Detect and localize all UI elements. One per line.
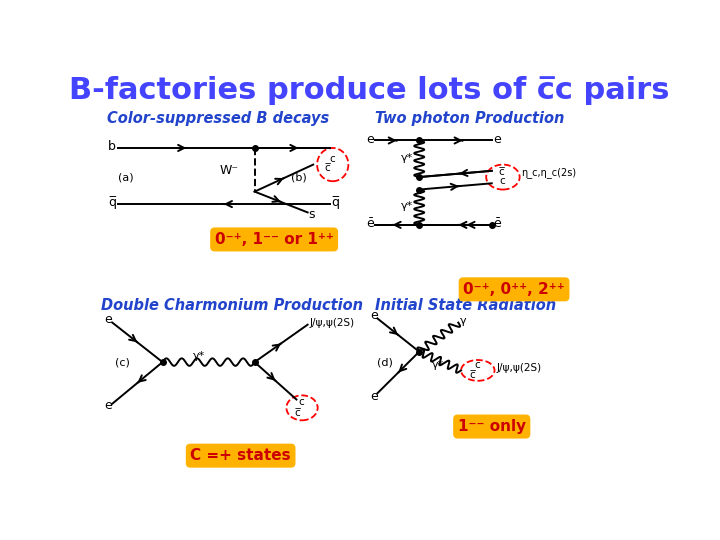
Text: ē: ē	[366, 217, 374, 230]
Text: c: c	[499, 176, 505, 186]
Text: B-factories produce lots of c̅c pairs: B-factories produce lots of c̅c pairs	[68, 77, 670, 105]
Text: c: c	[474, 360, 480, 370]
Text: Initial State Radiation: Initial State Radiation	[374, 299, 556, 313]
Text: ē: ē	[493, 217, 500, 230]
Text: (a): (a)	[118, 172, 133, 182]
Text: η_c,η_c(2s): η_c,η_c(2s)	[521, 167, 577, 178]
Text: q̅: q̅	[331, 197, 339, 210]
Text: c̅: c̅	[294, 408, 300, 418]
Text: 1⁻⁻ only: 1⁻⁻ only	[458, 419, 526, 434]
Text: c̅: c̅	[470, 369, 476, 380]
Text: γ: γ	[459, 316, 466, 326]
Text: e: e	[366, 133, 374, 146]
Text: J/ψ,ψ(2S): J/ψ,ψ(2S)	[496, 363, 541, 373]
Text: 0⁻⁺, 0⁺⁺, 2⁺⁺: 0⁻⁺, 0⁺⁺, 2⁺⁺	[463, 282, 565, 297]
Text: γ*: γ*	[401, 152, 413, 163]
Text: c̅: c̅	[325, 163, 330, 173]
Text: e: e	[104, 399, 112, 412]
Text: J/ψ,ψ(2S): J/ψ,ψ(2S)	[310, 319, 354, 328]
Text: W⁻: W⁻	[220, 164, 238, 177]
Text: (c): (c)	[115, 357, 130, 367]
Text: s: s	[309, 208, 315, 221]
Text: Color-suppressed B decays: Color-suppressed B decays	[107, 111, 329, 126]
Text: Two photon Production: Two photon Production	[374, 111, 564, 126]
Text: γ*: γ*	[193, 351, 205, 361]
Text: c̅: c̅	[499, 167, 505, 177]
Text: C =+ states: C =+ states	[190, 448, 291, 463]
Text: Double Charmonium Production: Double Charmonium Production	[101, 299, 363, 313]
Text: γ*: γ*	[401, 201, 413, 211]
Text: e: e	[371, 309, 379, 322]
Text: 0⁻⁺, 1⁻⁻ or 1⁺⁺: 0⁻⁺, 1⁻⁻ or 1⁺⁺	[215, 232, 333, 247]
Text: c: c	[329, 154, 335, 164]
Text: (b): (b)	[291, 172, 307, 182]
Text: e: e	[104, 313, 112, 326]
Text: c: c	[298, 397, 304, 407]
Text: e: e	[371, 390, 379, 403]
Text: γ*: γ*	[432, 360, 444, 370]
Text: q̅: q̅	[109, 197, 117, 210]
Text: (d): (d)	[377, 357, 393, 367]
Text: b: b	[108, 140, 116, 153]
Text: e: e	[493, 133, 500, 146]
